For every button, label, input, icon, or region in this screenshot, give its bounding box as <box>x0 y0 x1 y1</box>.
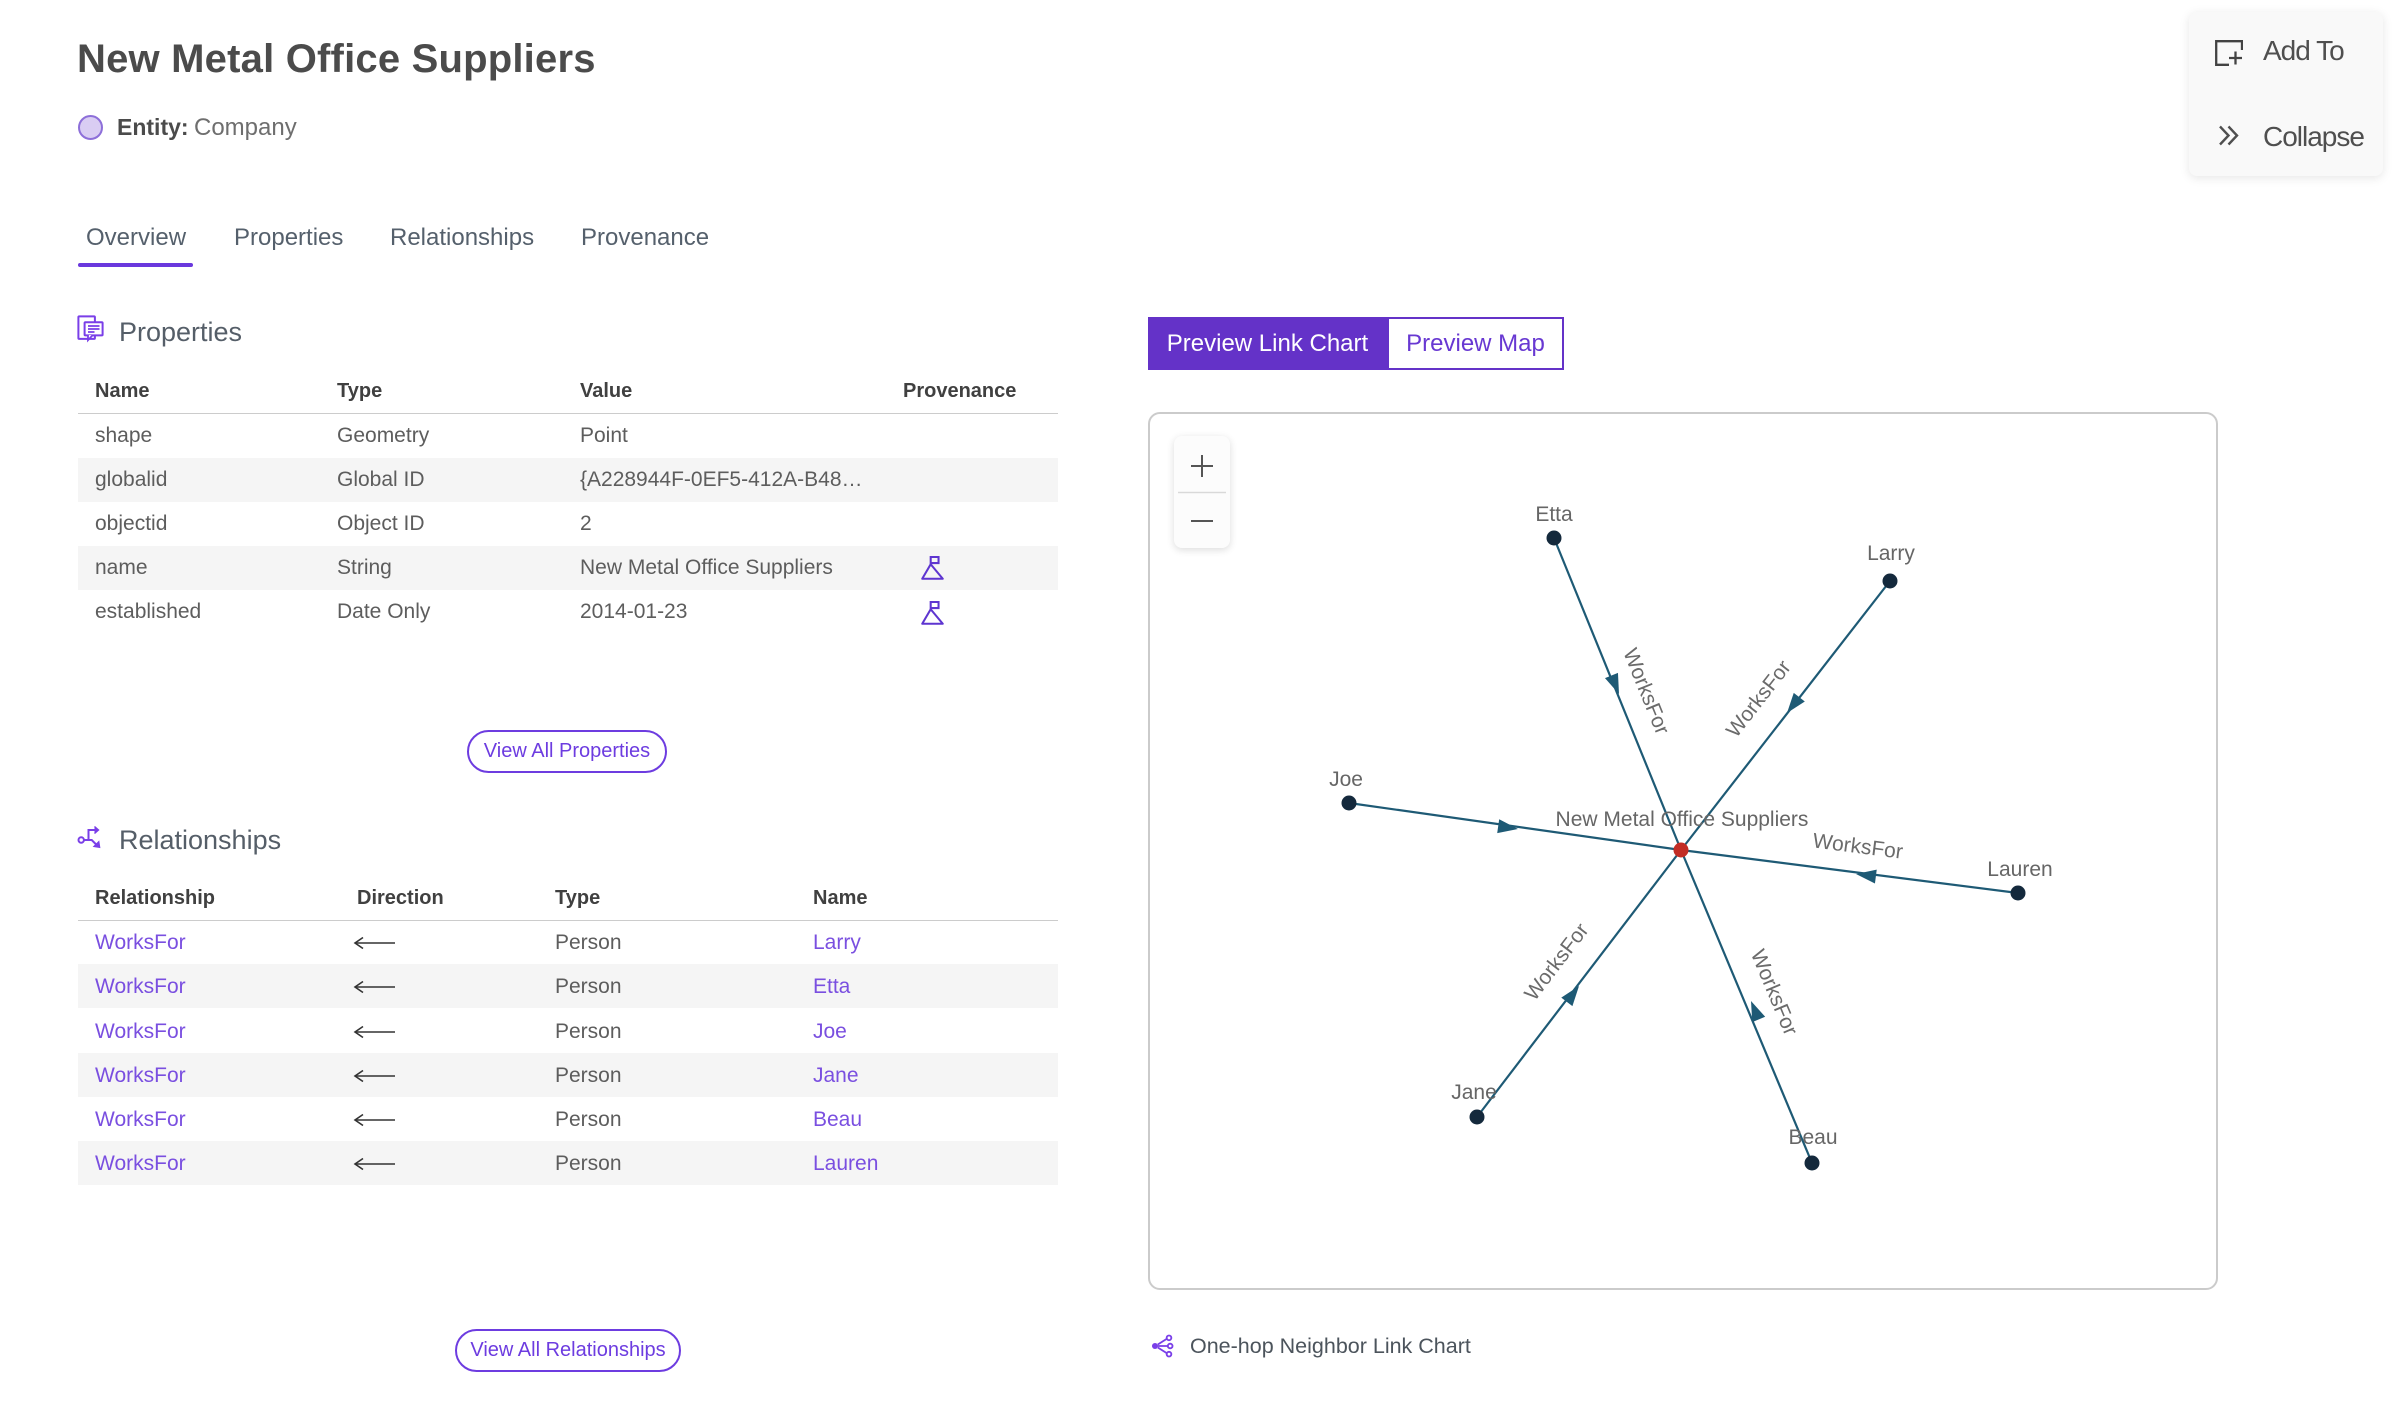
svg-text:WorksFor: WorksFor <box>1722 656 1796 742</box>
svg-text:WorksFor: WorksFor <box>1618 645 1673 738</box>
svg-text:WorksFor: WorksFor <box>1811 829 1904 863</box>
svg-text:WorksFor: WorksFor <box>1520 919 1593 1005</box>
svg-text:Beau: Beau <box>1788 1126 1837 1149</box>
svg-text:Larry: Larry <box>1867 542 1915 565</box>
svg-text:Etta: Etta <box>1535 503 1573 526</box>
svg-text:Joe: Joe <box>1329 768 1363 791</box>
svg-text:Jane: Jane <box>1451 1081 1497 1104</box>
svg-text:Lauren: Lauren <box>1987 858 2052 881</box>
svg-text:New Metal Office Suppliers: New Metal Office Suppliers <box>1556 808 1809 831</box>
